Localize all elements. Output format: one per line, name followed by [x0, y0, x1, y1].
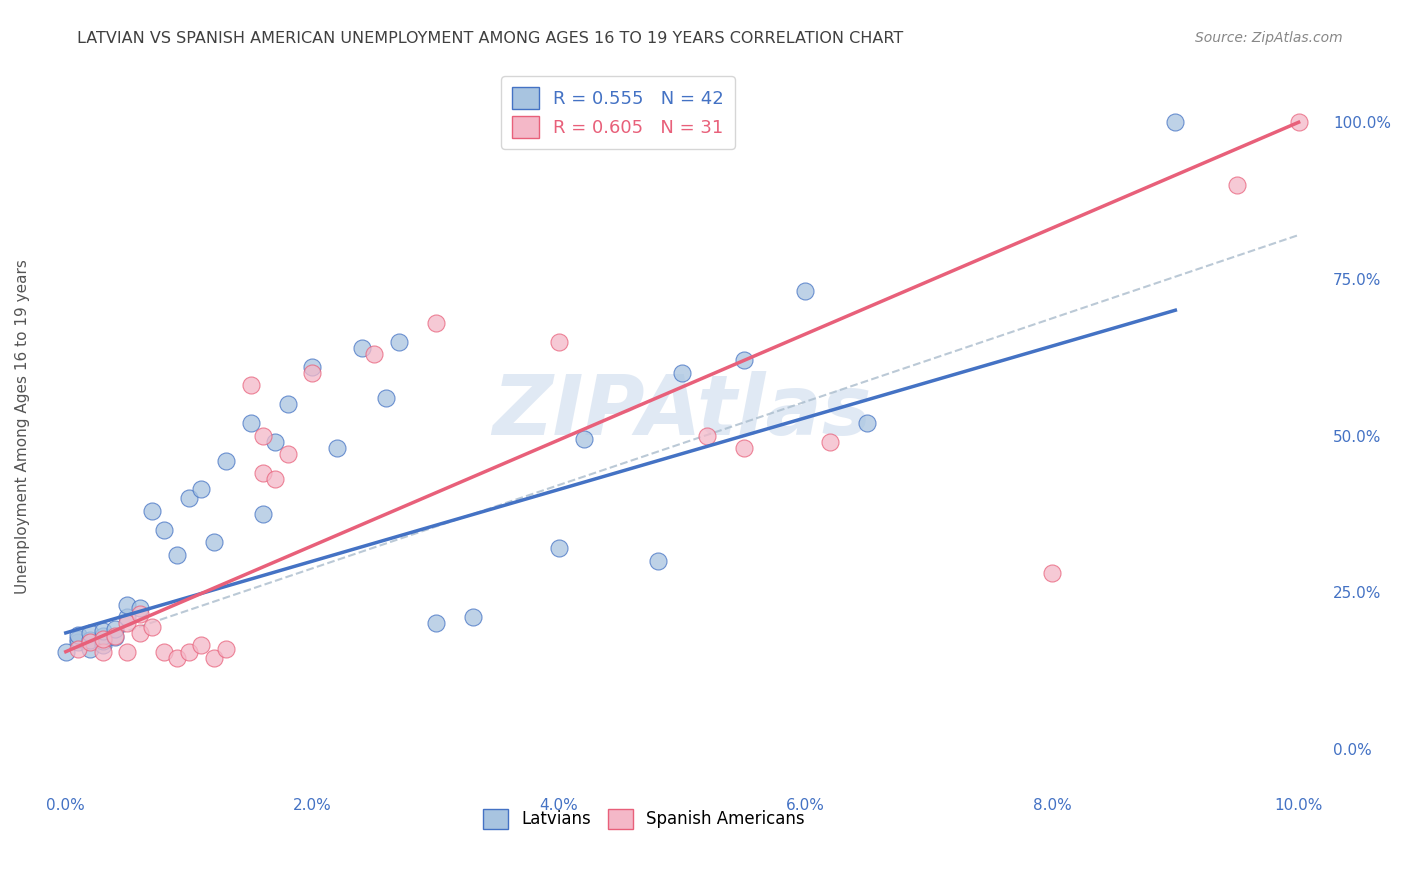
Point [166, 651, 188, 665]
Point [350, 341, 373, 355]
Point [55, 645, 77, 659]
Point [239, 416, 262, 430]
Point [79, 626, 101, 640]
Point [166, 548, 188, 562]
Point [141, 504, 163, 518]
Point [1164, 115, 1187, 129]
Point [239, 378, 262, 392]
Point [104, 622, 127, 636]
Legend: Latvians, Spanish Americans: Latvians, Spanish Americans [477, 802, 811, 836]
Point [252, 507, 274, 521]
Point [190, 639, 212, 653]
Point [733, 441, 755, 455]
Point [91, 632, 114, 647]
Point [117, 645, 139, 659]
Point [326, 441, 349, 455]
Point [572, 432, 595, 446]
Point [277, 447, 299, 461]
Point [856, 416, 879, 430]
Point [117, 598, 139, 612]
Point [67, 635, 90, 649]
Point [202, 535, 225, 549]
Point [264, 472, 287, 486]
Point [79, 633, 101, 648]
Point [375, 391, 398, 405]
Point [252, 466, 274, 480]
Point [91, 624, 114, 638]
Point [202, 651, 225, 665]
Point [153, 523, 176, 537]
Point [104, 630, 127, 644]
Point [128, 626, 150, 640]
Point [117, 616, 139, 631]
Point [388, 334, 411, 349]
Point [252, 428, 274, 442]
Point [141, 619, 163, 633]
Point [67, 641, 90, 656]
Point [301, 359, 323, 374]
Point [67, 632, 90, 647]
Point [190, 482, 212, 496]
Point [548, 541, 571, 556]
Point [79, 635, 101, 649]
Point [128, 607, 150, 621]
Point [177, 645, 200, 659]
Point [104, 629, 127, 643]
Y-axis label: Unemployment Among Ages 16 to 19 years: Unemployment Among Ages 16 to 19 years [15, 259, 30, 593]
Point [1288, 115, 1310, 129]
Point [128, 600, 150, 615]
Point [363, 347, 385, 361]
Point [696, 428, 718, 442]
Text: Source: ZipAtlas.com: Source: ZipAtlas.com [1195, 31, 1343, 45]
Point [461, 610, 484, 624]
Point [117, 610, 139, 624]
Point [79, 641, 101, 656]
Point [264, 434, 287, 449]
Point [425, 616, 447, 631]
Point [1226, 178, 1249, 192]
Point [794, 285, 817, 299]
Point [818, 434, 841, 449]
Point [153, 645, 176, 659]
Point [91, 634, 114, 648]
Point [91, 629, 114, 643]
Point [1040, 566, 1063, 581]
Point [67, 628, 90, 642]
Point [91, 645, 114, 659]
Point [177, 491, 200, 505]
Point [215, 641, 238, 656]
Point [91, 639, 114, 653]
Text: ZIPAtlas: ZIPAtlas [492, 371, 872, 452]
Point [733, 353, 755, 368]
Point [425, 316, 447, 330]
Point [548, 334, 571, 349]
Point [671, 366, 693, 380]
Point [277, 397, 299, 411]
Text: LATVIAN VS SPANISH AMERICAN UNEMPLOYMENT AMONG AGES 16 TO 19 YEARS CORRELATION C: LATVIAN VS SPANISH AMERICAN UNEMPLOYMENT… [77, 31, 904, 46]
Point [215, 453, 238, 467]
Point [647, 554, 669, 568]
Point [301, 366, 323, 380]
